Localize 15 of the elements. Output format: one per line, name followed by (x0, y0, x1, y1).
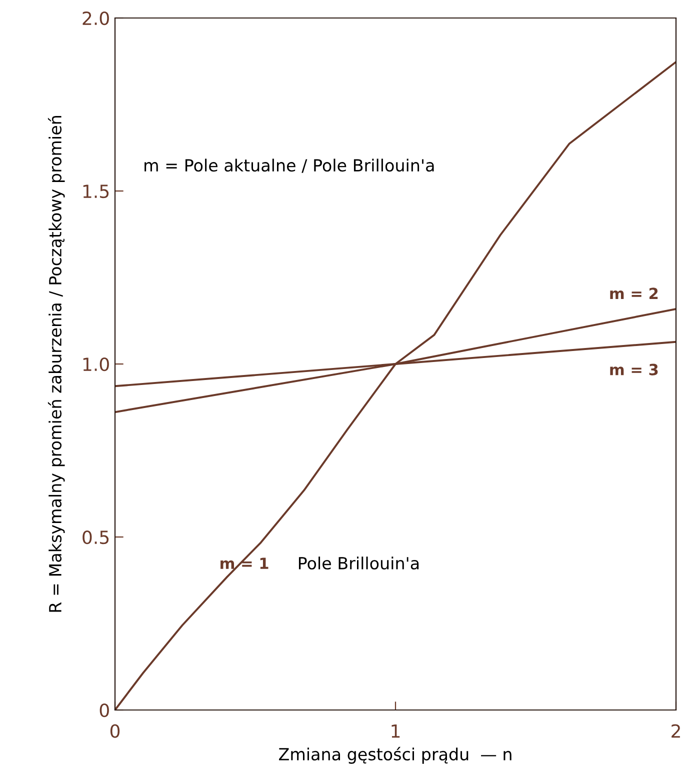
annotation: Pole Brillouin'a (298, 556, 419, 570)
series-label: m = 3 (610, 364, 658, 376)
series-label: m = 1 (220, 558, 268, 569)
x-axis-title: Zmiana gęstości prądu — n (279, 746, 512, 764)
y-axis-title: R = Maksymalny promień zaburzenia / Początkowy promień (48, 116, 65, 612)
x-tick-label: 2 (672, 724, 680, 738)
annotation: m = Pole aktualne / Pole Brillouin'a (144, 158, 434, 173)
x-tick-label: 1 (392, 724, 400, 738)
series-label: m = 2 (610, 288, 658, 300)
y-tick-label: 1.0 (83, 357, 109, 372)
y-tick-label: 0.5 (82, 530, 109, 544)
x-tick-label: 0 (110, 724, 120, 738)
y-tick-label: 0 (100, 703, 109, 718)
y-tick-label: 1.5 (83, 184, 109, 198)
y-tick-label: 2.0 (82, 11, 109, 26)
